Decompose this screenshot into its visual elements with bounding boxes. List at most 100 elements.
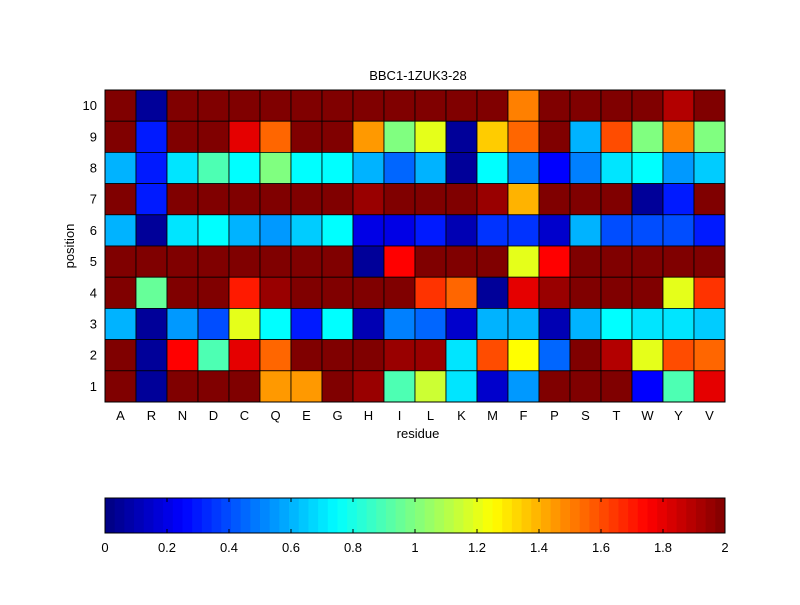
x-axis-label: residue — [397, 426, 440, 441]
heatmap-cell-3-L — [414, 307, 447, 340]
y-tick-label: 2 — [90, 348, 97, 363]
heatmap-cell-7-S — [569, 183, 602, 216]
heatmap-cell-6-D — [197, 214, 230, 247]
colorbar-swatch — [453, 498, 464, 533]
heatmap-cell-2-A — [104, 339, 137, 372]
colorbar-swatch — [385, 498, 397, 533]
heatmap-cell-8-E — [290, 151, 323, 184]
colorbar-swatch — [163, 498, 174, 533]
heatmap-cell-2-H — [352, 339, 385, 372]
heatmap-cell-1-M — [476, 370, 509, 403]
heatmap-cell-2-G — [321, 339, 354, 372]
heatmap-cell-9-A — [104, 120, 137, 153]
heatmap-cell-2-Y — [662, 339, 695, 372]
heatmap-cell-6-A — [104, 214, 137, 247]
heatmap-cell-1-K — [445, 370, 478, 403]
x-tick-label: W — [641, 408, 654, 423]
heatmap-cell-8-W — [631, 151, 664, 184]
heatmap-cells — [104, 89, 726, 403]
heatmap-cell-8-M — [476, 151, 509, 184]
heatmap-cell-7-E — [290, 183, 323, 216]
heatmap-cell-5-N — [166, 245, 199, 278]
heatmap-cell-1-H — [352, 370, 385, 403]
colorbar-tick-label: 0.4 — [220, 540, 238, 555]
colorbar-swatch — [192, 498, 203, 533]
heatmap-cell-7-F — [507, 183, 540, 216]
colorbar-swatch — [434, 498, 445, 533]
heatmap-cell-4-F — [507, 276, 540, 309]
heatmap-cell-6-Y — [662, 214, 695, 247]
heatmap-cell-6-I — [383, 214, 416, 247]
colorbar-swatch — [695, 498, 707, 533]
heatmap-cell-1-E — [290, 370, 323, 403]
heatmap-cell-1-P — [538, 370, 571, 403]
colorbar-swatch — [230, 498, 242, 533]
heatmap-cell-5-M — [476, 245, 509, 278]
heatmap-cell-5-T — [600, 245, 633, 278]
heatmap-cell-2-S — [569, 339, 602, 372]
heatmap-cell-3-M — [476, 307, 509, 340]
heatmap-cell-9-C — [228, 120, 261, 153]
heatmap-cell-7-W — [631, 183, 664, 216]
colorbar-swatch — [560, 498, 571, 533]
heatmap-cell-9-L — [414, 120, 447, 153]
heatmap-cell-10-D — [197, 89, 230, 122]
heatmap-cell-4-Y — [662, 276, 695, 309]
colorbar-tick-label: 0.8 — [344, 540, 362, 555]
colorbar-swatch — [444, 498, 455, 533]
colorbar-swatch — [666, 498, 678, 533]
heatmap-cell-6-Q — [259, 214, 292, 247]
heatmap-cell-6-N — [166, 214, 199, 247]
heatmap-cell-10-K — [445, 89, 478, 122]
heatmap-cell-1-Y — [662, 370, 695, 403]
heatmap-cell-10-V — [693, 89, 726, 122]
heatmap-cell-2-W — [631, 339, 664, 372]
y-tick-label: 5 — [90, 254, 97, 269]
colorbar-tick-label: 0.2 — [158, 540, 176, 555]
colorbar-swatch — [473, 498, 484, 533]
colorbar-swatch — [395, 498, 406, 533]
heatmap-cell-9-T — [600, 120, 633, 153]
heatmap-cell-3-K — [445, 307, 478, 340]
heatmap-cell-10-R — [135, 89, 168, 122]
heatmap-cell-7-V — [693, 183, 726, 216]
colorbar-swatch — [318, 498, 329, 533]
colorbar-swatch — [182, 498, 193, 533]
colorbar-tick-label: 1.2 — [468, 540, 486, 555]
x-tick-label: L — [427, 408, 434, 423]
colorbar-swatch — [356, 498, 368, 533]
heatmap-cell-5-A — [104, 245, 137, 278]
colorbar-swatch — [686, 498, 697, 533]
heatmap-cell-5-R — [135, 245, 168, 278]
heatmap-cell-3-E — [290, 307, 323, 340]
heatmap-cell-1-W — [631, 370, 664, 403]
x-tick-label: H — [364, 408, 373, 423]
heatmap-cell-8-T — [600, 151, 633, 184]
heatmap-cell-9-E — [290, 120, 323, 153]
y-tick-label: 1 — [90, 379, 97, 394]
colorbar-swatch — [715, 498, 726, 533]
heatmap-cell-7-D — [197, 183, 230, 216]
heatmap-cell-5-E — [290, 245, 323, 278]
heatmap-cell-8-A — [104, 151, 137, 184]
x-tick-label: S — [581, 408, 590, 423]
heatmap-cell-10-W — [631, 89, 664, 122]
heatmap-cell-2-K — [445, 339, 478, 372]
heatmap-cell-4-A — [104, 276, 137, 309]
heatmap-cell-4-H — [352, 276, 385, 309]
colorbar-swatch — [599, 498, 610, 533]
heatmap-cell-8-N — [166, 151, 199, 184]
heatmap-cell-10-T — [600, 89, 633, 122]
heatmap-cell-1-N — [166, 370, 199, 403]
colorbar-swatch — [705, 498, 716, 533]
heatmap-cell-8-Q — [259, 151, 292, 184]
colorbar-swatch — [289, 498, 300, 533]
heatmap-cell-5-V — [693, 245, 726, 278]
heatmap-cell-4-I — [383, 276, 416, 309]
colorbar-tick-label: 0 — [101, 540, 108, 555]
heatmap-cell-3-V — [693, 307, 726, 340]
colorbar-tick-label: 1.8 — [654, 540, 672, 555]
heatmap-cell-2-F — [507, 339, 540, 372]
x-tick-label: F — [520, 408, 528, 423]
